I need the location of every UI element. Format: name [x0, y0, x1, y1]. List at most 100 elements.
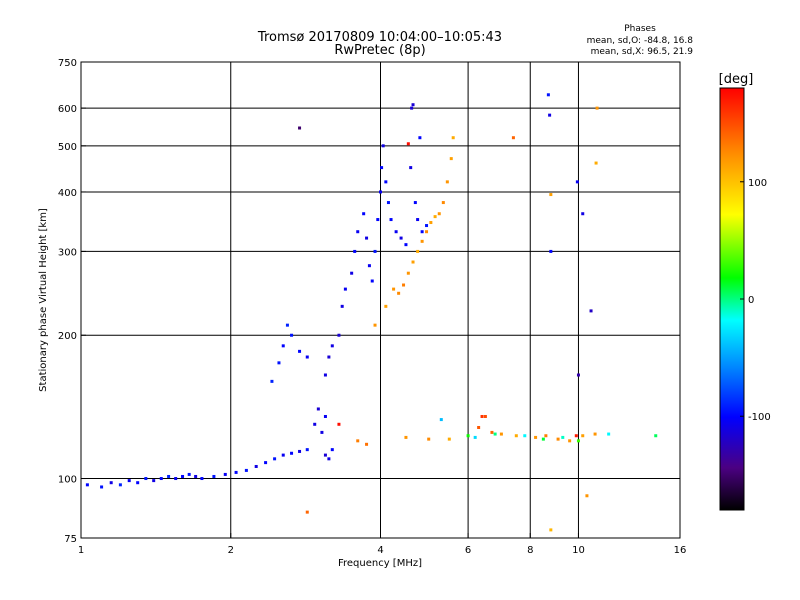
colorbar-unit-label: [deg] [719, 72, 754, 87]
data-point [389, 218, 393, 222]
data-point [181, 474, 185, 478]
data-point [418, 136, 422, 140]
data-point [549, 249, 553, 253]
data-point [541, 437, 545, 441]
data-point [392, 287, 396, 291]
x-tick-label: 2 [228, 545, 234, 556]
data-point [305, 448, 309, 452]
data-point [399, 236, 403, 240]
x-tick-label: 6 [465, 545, 471, 556]
data-point [411, 260, 415, 264]
data-point [413, 201, 417, 205]
data-point [281, 344, 285, 348]
data-point [483, 414, 487, 418]
y-tick-labels: 75 100 200 300 400 500 600 750 [58, 58, 86, 545]
data-point [144, 477, 148, 481]
data-point [109, 481, 113, 485]
data-point [556, 437, 560, 441]
data-point [285, 323, 289, 327]
data-point [384, 304, 388, 308]
y-tick-label: 500 [58, 142, 77, 153]
y-tick-label: 750 [58, 58, 77, 69]
data-point [490, 430, 494, 434]
data-point [323, 453, 327, 457]
colorbar-tick-label: -100 [748, 412, 771, 423]
data-point [480, 414, 484, 418]
chart-subtitle: RwPretec (8p) [334, 43, 425, 58]
data-point [367, 264, 371, 268]
data-point [316, 407, 320, 411]
data-point [568, 439, 572, 443]
data-point [384, 180, 388, 184]
data-point [118, 483, 122, 487]
data-point [159, 477, 163, 481]
data-point [370, 279, 374, 283]
y-tick-label: 200 [58, 331, 77, 342]
data-point [373, 323, 377, 327]
data-point [576, 439, 580, 443]
data-point [323, 414, 327, 418]
data-point [320, 430, 324, 434]
data-point [447, 437, 451, 441]
data-point [136, 481, 140, 485]
data-point [244, 468, 248, 472]
data-point [523, 434, 527, 438]
data-point [305, 355, 309, 359]
data-point [174, 477, 178, 481]
data-point [343, 287, 347, 291]
data-point [404, 243, 408, 247]
data-point [425, 230, 429, 234]
data-point [429, 221, 433, 225]
data-point [340, 304, 344, 308]
data-point [330, 344, 334, 348]
x-tick-label: 1 [78, 545, 84, 556]
data-point [441, 201, 445, 205]
data-point [376, 218, 380, 222]
data-point [381, 144, 385, 148]
data-point [449, 157, 453, 161]
data-point [410, 106, 414, 110]
data-point [353, 249, 357, 253]
data-point [330, 448, 334, 452]
data-point [194, 474, 198, 478]
data-point [416, 249, 420, 253]
stats-line-o: mean, sd,O: -84.8, 16.8 [587, 36, 694, 46]
stats-heading: Phases [624, 24, 656, 34]
data-point [365, 442, 369, 446]
data-point [273, 457, 277, 461]
stats-line-x: mean, sd,X: 96.5, 21.9 [591, 47, 694, 57]
x-tick-label: 10 [572, 545, 585, 556]
data-point [337, 333, 341, 337]
chart-title: Tromsø 20170809 10:04:00–10:05:43 [257, 30, 502, 45]
data-point [323, 373, 327, 377]
data-point [152, 479, 156, 483]
y-tick-label: 300 [58, 247, 77, 258]
data-point [327, 355, 331, 359]
data-point [100, 485, 104, 489]
data-point [404, 435, 408, 439]
y-tick-label: 400 [58, 188, 77, 199]
x-tick-labels: 1 2 4 6 8 10 16 [78, 533, 686, 556]
data-point [234, 470, 238, 474]
data-point [473, 435, 477, 439]
data-point [493, 432, 497, 436]
data-point [127, 479, 131, 483]
data-point [402, 283, 406, 287]
data-point [594, 161, 598, 165]
data-point [585, 494, 589, 498]
data-point [350, 271, 354, 275]
data-point [425, 224, 429, 228]
x-tick-label: 4 [377, 545, 383, 556]
data-point [511, 136, 515, 140]
data-point [212, 474, 216, 478]
data-point [654, 434, 658, 438]
data-point [549, 193, 553, 197]
data-point [544, 434, 548, 438]
data-point [477, 425, 481, 429]
data-point [593, 432, 597, 436]
data-point [298, 126, 302, 130]
x-tick-label: 8 [527, 545, 533, 556]
data-point [380, 166, 384, 170]
data-point [337, 422, 341, 426]
